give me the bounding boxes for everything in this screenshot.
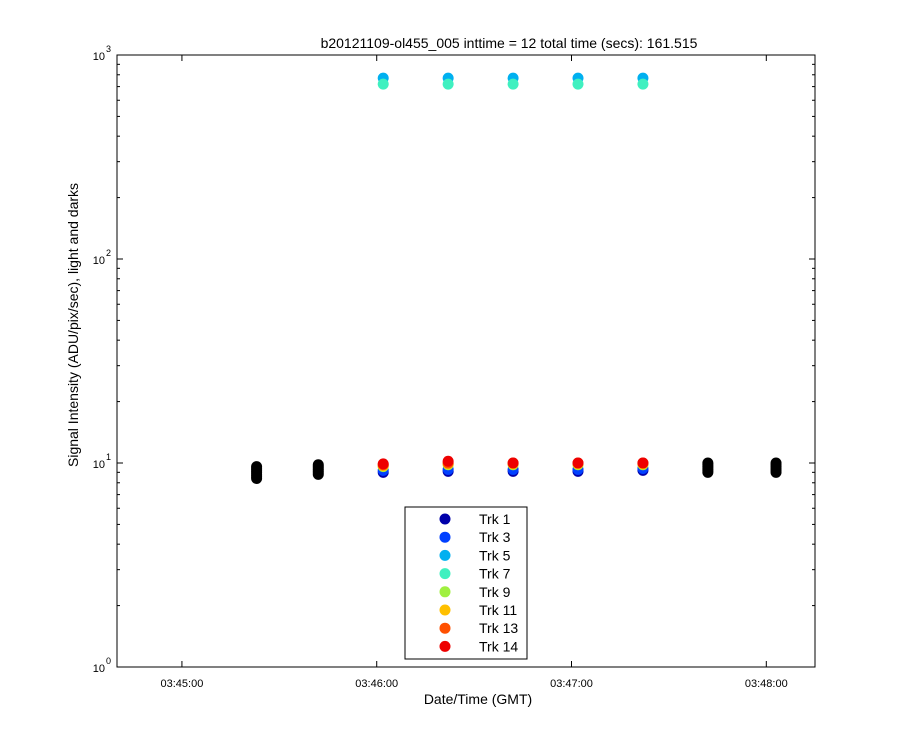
legend-marker (439, 513, 451, 525)
legend-label: Trk 7 (479, 566, 511, 582)
legend-marker (439, 622, 451, 634)
dark-point (702, 457, 714, 469)
legend: Trk 1 Trk 3 Trk 5 Trk 7 Trk 9 Trk 11 Trk 13 Trk… (404, 506, 528, 660)
y-axis-label: Signal Intensity (ADU/pix/sec), light an… (65, 183, 81, 467)
x-tick-label: 03:48:00 (745, 678, 788, 690)
legend-label: Trk 9 (479, 584, 511, 600)
series-point (507, 78, 519, 90)
dark-point (312, 459, 324, 471)
series-point (442, 455, 454, 467)
legend-label: Trk 3 (479, 529, 511, 545)
dark-point (770, 457, 782, 469)
dark-frame-points (251, 457, 782, 484)
series-point (637, 78, 649, 90)
legend-marker (439, 568, 451, 580)
x-tick-label: 03:45:00 (161, 678, 204, 690)
y-tick-label-base: 10 (93, 663, 105, 675)
y-tick-label-exponent: 2 (106, 248, 111, 258)
y-tick-label-exponent: 1 (106, 452, 111, 462)
y-tick-label-exponent: 0 (106, 656, 111, 666)
series-point (442, 78, 454, 90)
legend-marker (439, 604, 451, 616)
y-tick-label-base: 10 (93, 459, 105, 471)
y-tick-label-exponent: 3 (106, 44, 111, 54)
legend-label: Trk 14 (479, 638, 518, 654)
series-point (377, 458, 389, 470)
series-point (572, 78, 584, 90)
legend-label: Trk 1 (479, 511, 511, 527)
series-point (637, 457, 649, 469)
legend-marker (439, 640, 451, 652)
dark-point (251, 461, 263, 473)
legend-box (404, 506, 528, 660)
legend-marker (439, 549, 451, 561)
series-point (377, 78, 389, 90)
plot-area: 03:45:00 03:46:00 03:47:00 03:48:00 1001011… (93, 44, 816, 690)
chart-title: b20121109-ol455_005 inttime = 12 total t… (321, 35, 698, 51)
series-point (572, 457, 584, 469)
x-axis-label: Date/Time (GMT) (424, 691, 532, 707)
legend-label: Trk 5 (479, 547, 511, 563)
series-points (377, 72, 649, 478)
plot-frame (116, 54, 816, 668)
legend-label: Trk 11 (479, 602, 517, 618)
x-tick-label: 03:47:00 (550, 678, 593, 690)
y-tick-label-base: 10 (93, 255, 105, 267)
legend-label: Trk 13 (479, 620, 518, 636)
legend-marker (439, 586, 451, 598)
legend-marker (439, 531, 451, 543)
x-axis-ticks: 03:45:00 03:46:00 03:47:00 03:48:00 (161, 55, 788, 690)
legend-entries: Trk 1 Trk 3 Trk 5 Trk 7 Trk 9 Trk 11 Trk 13 Trk… (439, 511, 518, 654)
series-point (507, 457, 519, 469)
y-tick-label-base: 10 (93, 51, 105, 63)
x-tick-label: 03:46:00 (355, 678, 398, 690)
